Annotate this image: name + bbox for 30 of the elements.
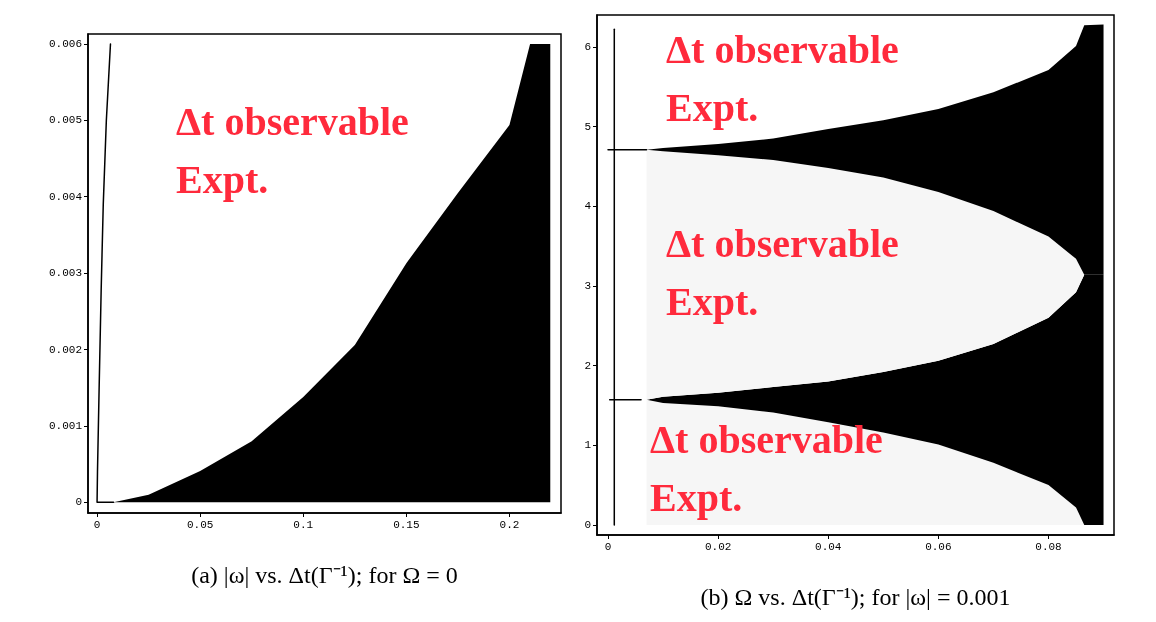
x-axis-title: (b) Ω vs. Δt(Γ⁻¹); for |ω| = 0.001: [700, 584, 1011, 610]
annotation: Δt observable Expt.: [176, 98, 409, 202]
y-tick-label: 4: [584, 200, 592, 213]
y-tick-label: 0: [75, 496, 82, 509]
x-tick-label: 0.05: [186, 518, 214, 531]
annotation: Δt observable Expt.: [650, 416, 883, 520]
annotation: Δt observable Expt.: [666, 26, 899, 130]
x-tick-label: 0.1: [293, 518, 314, 531]
y-tick-label: 0.002: [48, 343, 82, 356]
y-tick-label: 2: [584, 359, 591, 372]
y-tick-label: 0.006: [48, 37, 82, 50]
x-axis-title: (a) |ω| vs. Δt(Γ⁻¹); for Ω = 0: [191, 562, 458, 588]
x-tick-label: 0.04: [815, 540, 842, 553]
y-tick-label: 0.004: [48, 190, 83, 203]
x-tick-label: 0.08: [1035, 540, 1062, 553]
y-tick-label: 0.001: [48, 419, 83, 432]
y-tick-label: 5: [584, 120, 591, 133]
y-tick-label: 0.003: [48, 267, 82, 280]
x-tick-label: 0: [93, 518, 101, 531]
annotation: Δt observable Expt.: [666, 220, 899, 324]
y-tick-label: 6: [584, 40, 591, 53]
line-series: [96, 43, 115, 504]
y-tick-label: 0.005: [48, 114, 82, 127]
x-tick-label: 0.15: [393, 518, 420, 531]
x-tick-label: 0: [604, 540, 612, 553]
x-tick-label: 0.02: [704, 540, 732, 553]
y-tick-label: 1: [584, 439, 592, 452]
x-tick-label: 0.06: [925, 540, 952, 553]
x-tick-label: 0.2: [499, 518, 520, 531]
y-tick-label: 3: [584, 279, 591, 292]
